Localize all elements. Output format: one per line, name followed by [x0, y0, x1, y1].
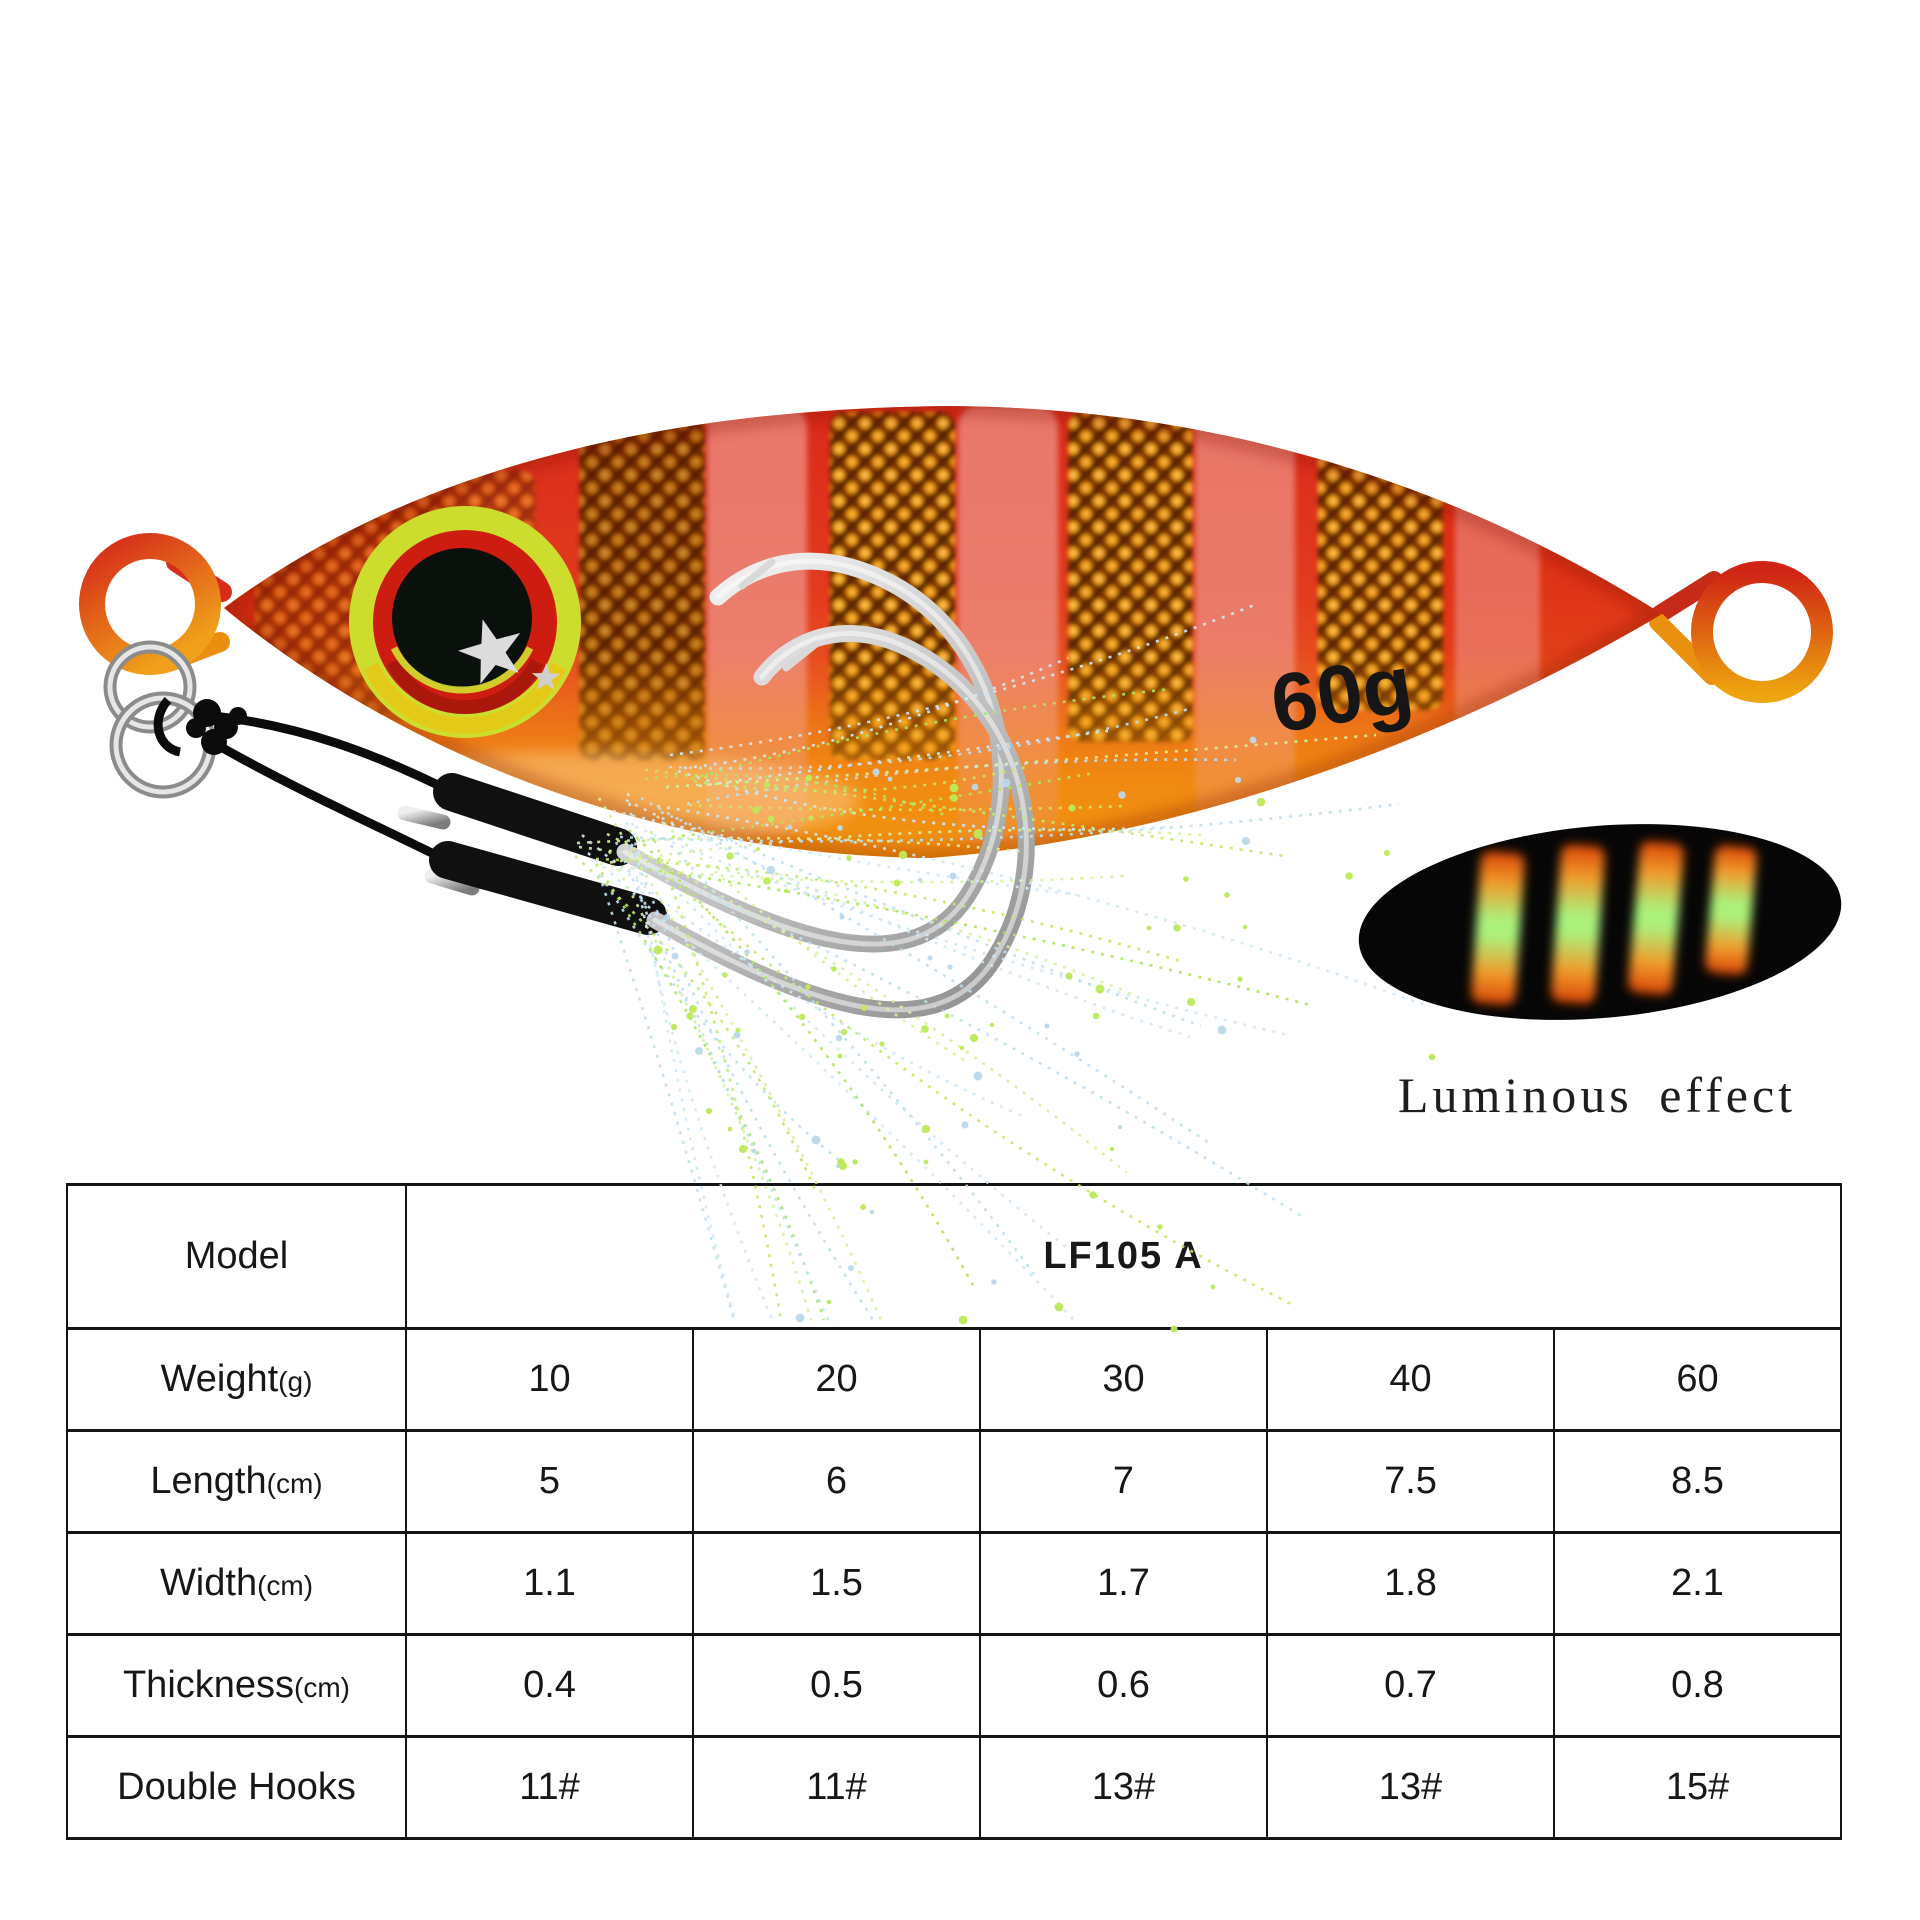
glow-stripe: [1551, 844, 1605, 1004]
spec-value-cell: 11#: [692, 1735, 981, 1840]
double-hooks: [616, 552, 1035, 1019]
spec-row: Double Hooks 11# 11# 13# 13# 15#: [66, 1735, 1843, 1840]
hook-spade-end: [397, 805, 451, 830]
cord-knot: [186, 699, 247, 755]
pink-stripe: [958, 406, 1058, 846]
spec-row: Weight(g) 10 20 30 40 60: [66, 1327, 1843, 1432]
spec-value-cell: 11#: [405, 1735, 694, 1840]
spec-value-cell: 0.7: [1266, 1633, 1555, 1738]
spec-value-cell: 1.7: [979, 1531, 1268, 1636]
glow-stripe: [1705, 845, 1757, 975]
spec-value-cell: 0.4: [405, 1633, 694, 1738]
gold-net-patch: [255, 470, 535, 720]
spec-row: Thickness(cm) 0.4 0.5 0.6 0.7 0.8: [66, 1633, 1843, 1738]
nose-ring: [79, 533, 232, 675]
assist-rig: [103, 640, 667, 935]
spec-value-cell: 8.5: [1552, 1429, 1843, 1534]
gold-net-patch: [580, 412, 705, 760]
hook-barb: [782, 640, 820, 672]
eye-outer-ring: [349, 506, 581, 738]
pink-stripe: [1455, 470, 1540, 800]
spec-value-cell: 0.5: [692, 1633, 981, 1738]
spec-table: Model LF105 A Weight(g) 10 20 30 40 60 Length(…: [66, 1183, 1843, 1840]
spec-row: Width(cm) 1.1 1.5 1.7 1.8 2.1: [66, 1531, 1843, 1636]
spec-value-cell: 7.5: [1266, 1429, 1555, 1534]
hook: [646, 625, 1035, 1019]
spec-value-cell: 2.1: [1552, 1531, 1843, 1636]
eye-star-large: [458, 619, 521, 684]
gold-net-patch: [1318, 450, 1443, 710]
assist-cord: [153, 696, 182, 757]
spec-table-body: Model LF105 A Weight(g) 10 20 30 40 60 Length(…: [66, 1183, 1843, 1840]
spec-value-cell: 0.6: [979, 1633, 1268, 1738]
spec-value-cell: 30: [979, 1327, 1268, 1432]
spec-value-cell: 13#: [979, 1735, 1268, 1840]
spec-value-cell: 5: [405, 1429, 694, 1534]
spec-value-cell: 40: [1266, 1327, 1555, 1432]
spec-header-row: Model LF105 A: [66, 1183, 1843, 1330]
tail-ring: [1649, 561, 1833, 703]
pink-stripe: [707, 406, 807, 836]
spec-row-label: Width(cm): [66, 1531, 407, 1636]
spec-value-cell: 60: [1552, 1327, 1843, 1432]
spec-row: Length(cm) 5 6 7 7.5 8.5: [66, 1429, 1843, 1534]
spec-value-cell: 1.8: [1266, 1531, 1555, 1636]
spec-value-cell: 20: [692, 1327, 981, 1432]
luminous-badge: Luminous effect: [1358, 824, 1842, 1123]
spec-value-cell: 10: [405, 1327, 694, 1432]
glow-stripe: [1471, 851, 1525, 1005]
hook-barb: [738, 558, 776, 590]
spec-value-cell: 1.1: [405, 1531, 694, 1636]
eye-pupil: [392, 548, 532, 688]
spec-value-cell: 6: [692, 1429, 981, 1534]
spec-value-cell: 15#: [1552, 1735, 1843, 1840]
luminous-oval: [1358, 824, 1842, 1020]
weight-marking: 60g: [1265, 639, 1419, 751]
assist-cord: [213, 711, 455, 797]
pink-stripe: [1195, 410, 1295, 830]
model-value-cell: LF105 A: [404, 1183, 1843, 1330]
spec-row-label: Length(cm): [66, 1429, 407, 1534]
assist-cord: [209, 738, 453, 867]
hook-spade-end: [424, 868, 480, 896]
thread-wrap: [429, 841, 667, 935]
gold-net-patch: [1068, 412, 1193, 742]
gold-net-patch: [830, 412, 955, 760]
spec-row-label: Double Hooks: [66, 1735, 407, 1840]
eye: [349, 506, 581, 738]
spec-value-cell: 7: [979, 1429, 1268, 1534]
lure-body: 60g: [224, 406, 1662, 858]
split-ring: [109, 691, 217, 799]
eye-iris: [373, 530, 557, 714]
spec-value-cell: 13#: [1266, 1735, 1555, 1840]
luminous-caption: Luminous effect: [1398, 1067, 1796, 1123]
thread-wrap: [433, 773, 637, 866]
spec-value-cell: 0.8: [1552, 1633, 1843, 1738]
eye-star-small: [531, 663, 561, 691]
spec-row-label: Thickness(cm): [66, 1633, 407, 1738]
model-label-cell: Model: [66, 1183, 407, 1330]
spec-value-cell: 1.5: [692, 1531, 981, 1636]
glow-stripe: [1628, 841, 1684, 995]
hook: [616, 552, 1010, 953]
spec-row-label: Weight(g): [66, 1327, 407, 1432]
split-ring: [103, 640, 197, 734]
